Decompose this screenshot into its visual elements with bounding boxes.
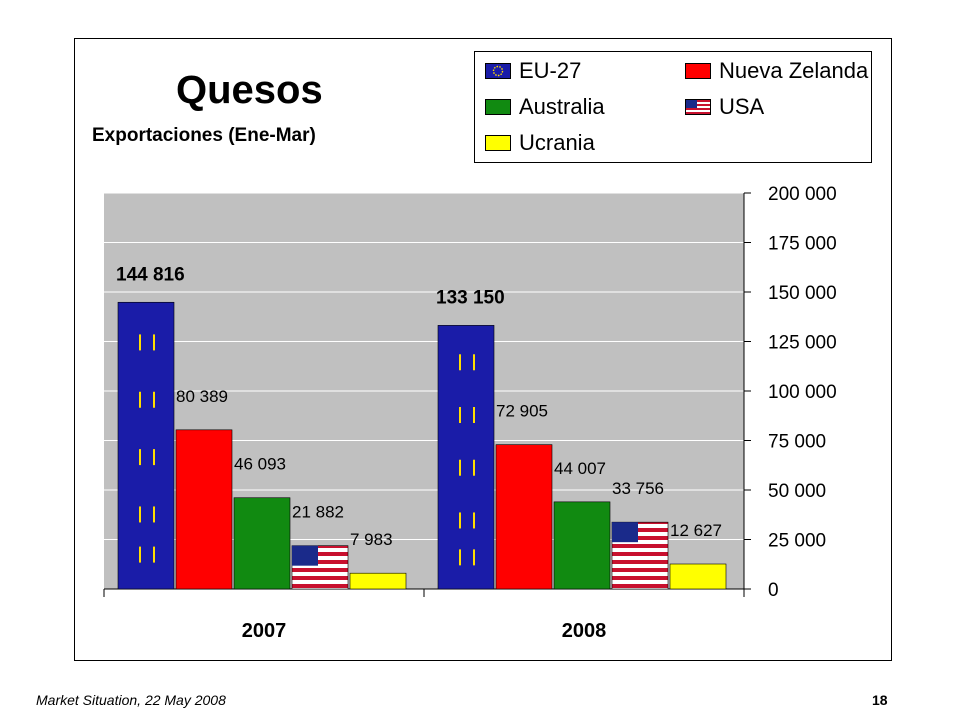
- y-tick-label: 0: [768, 580, 779, 601]
- legend-swatch: [685, 63, 711, 79]
- x-tick-label: 2007: [242, 620, 287, 642]
- data-label: 12 627: [670, 521, 722, 540]
- legend-swatch: [485, 99, 511, 115]
- data-label: 44 007: [554, 459, 606, 478]
- bar-australia-2008: [553, 501, 611, 590]
- y-tick-label: 100 000: [768, 382, 837, 403]
- data-label: 21 882: [292, 503, 344, 522]
- page-number: 18: [872, 692, 888, 708]
- data-label: 33 756: [612, 479, 664, 498]
- x-tick-label: 2008: [562, 620, 607, 642]
- data-label: 133 150: [436, 287, 505, 308]
- legend-item-usa: USA: [685, 94, 764, 120]
- us-flag-canton: [292, 545, 318, 566]
- chart-title: Quesos: [176, 68, 323, 112]
- bar-ucrania-2008: [669, 563, 727, 590]
- y-tick-label: 125 000: [768, 333, 837, 354]
- bar-eu-27-2008: [437, 325, 495, 590]
- data-label: 72 905: [496, 402, 548, 421]
- legend-label: Nueva Zelanda: [719, 58, 869, 83]
- legend-swatch: [485, 135, 511, 151]
- data-label: 46 093: [234, 455, 286, 474]
- y-tick-label: 75 000: [768, 432, 826, 453]
- legend-item-nueva-zelanda: Nueva Zelanda: [685, 58, 868, 84]
- footer-source: Market Situation, 22 May 2008: [36, 692, 226, 708]
- bar-nueva-zelanda-2008: [495, 444, 553, 590]
- y-tick-label: 25 000: [768, 531, 826, 552]
- chart-frame: [74, 38, 892, 661]
- y-tick-label: 200 000: [768, 184, 837, 205]
- bar-ucrania-2007: [349, 572, 407, 590]
- us-flag-canton: [612, 522, 638, 543]
- data-label: 7 983: [350, 530, 393, 549]
- bar-eu-27-2007: [117, 301, 175, 590]
- bar-australia-2007: [233, 497, 291, 590]
- legend-label: EU-27: [519, 58, 582, 83]
- y-tick-label: 150 000: [768, 283, 837, 304]
- bar-nueva-zelanda-2007: [175, 429, 233, 590]
- us-flag-icon: [685, 99, 711, 115]
- legend-label: Australia: [519, 94, 605, 119]
- y-tick-label: 50 000: [768, 481, 826, 502]
- eu-flag-icon: [485, 63, 511, 79]
- legend: EU-27 Nueva Zelanda Australia USA Ucrani…: [474, 51, 872, 163]
- data-label: 80 389: [176, 387, 228, 406]
- legend-label: USA: [719, 94, 765, 119]
- eu-stars: [492, 65, 504, 77]
- legend-label: Ucrania: [519, 130, 595, 155]
- y-tick-label: 175 000: [768, 234, 837, 255]
- legend-item-australia: Australia: [485, 94, 605, 120]
- legend-item-ucrania: Ucrania: [485, 130, 595, 156]
- data-label: 144 816: [116, 264, 185, 285]
- legend-item-eu27: EU-27: [485, 58, 581, 84]
- chart-subtitle: Exportaciones (Ene-Mar): [92, 125, 316, 146]
